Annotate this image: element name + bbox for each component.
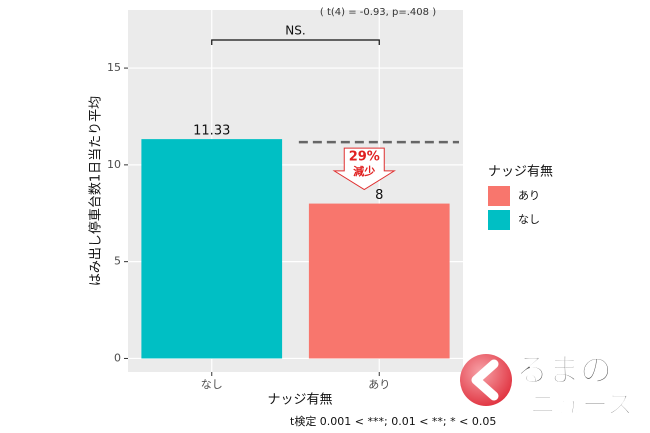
y-axis-label: はみ出し停車台数1日当たり平均: [88, 96, 104, 286]
bar: [308, 203, 450, 359]
data-label: 8: [375, 188, 383, 203]
bar: [141, 139, 283, 359]
logo: るまの ニュース: [460, 351, 633, 421]
subtitle: ( t(4) = -0.93, p=.408 ): [320, 7, 436, 18]
footnote: t検定 0.001 < ***; 0.01 < **; * < 0.05: [290, 414, 496, 428]
change-arrow: [332, 147, 397, 191]
y-tick-label: 0: [114, 351, 121, 364]
x-axis-label: ナッジ有無: [267, 393, 332, 408]
data-label: 11.33: [193, 124, 230, 139]
legend-title: ナッジ有無: [488, 165, 553, 180]
logo-text: ニュース: [530, 391, 633, 421]
legend-label: あり: [518, 189, 540, 202]
change-text: 減少: [353, 164, 375, 178]
x-tick-label: あり: [368, 378, 390, 391]
legend-key: [488, 186, 510, 206]
significance-label: NS.: [285, 24, 305, 38]
logo-icon: [460, 354, 512, 406]
change-label: 29%: [349, 150, 380, 165]
logo-text: るまの: [516, 351, 612, 389]
logo-chevron: [471, 359, 499, 401]
legend-label: なし: [518, 213, 540, 226]
y-tick-label: 10: [107, 158, 121, 171]
legend-key: [488, 210, 510, 230]
x-tick-label: なし: [201, 378, 223, 391]
y-tick-label: 5: [114, 255, 121, 268]
significance-bracket: [211, 39, 380, 45]
y-tick-label: 15: [107, 61, 121, 74]
